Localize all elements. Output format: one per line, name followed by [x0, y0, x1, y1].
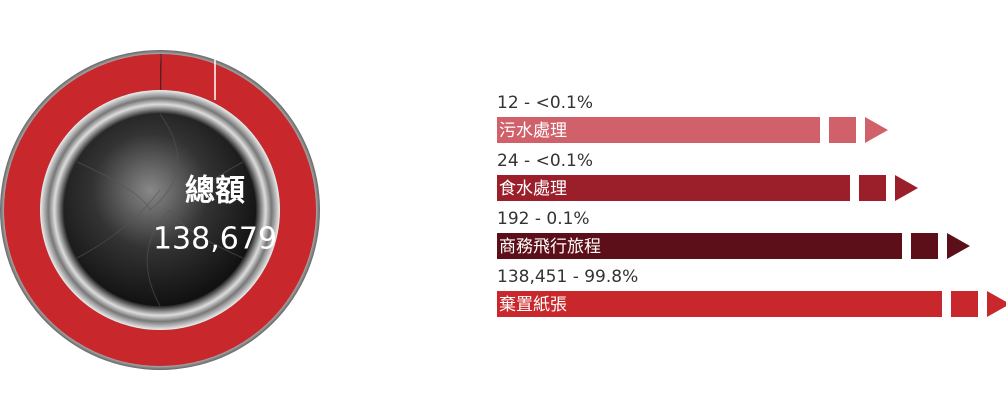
- lens: [64, 114, 256, 306]
- bar-square: [911, 233, 938, 259]
- chart: 總額 138,679 12 - <0.1%污水處理24 - <0.1%食水處理1…: [0, 0, 1006, 420]
- category-label: 棄置紙張: [499, 295, 567, 315]
- bar-arrow: [895, 175, 918, 201]
- value-label: 192 - 0.1%: [497, 209, 590, 229]
- page: 總額 138,679 12 - <0.1%污水處理24 - <0.1%食水處理1…: [0, 0, 1006, 420]
- total: 138,679: [153, 222, 277, 257]
- bar-arrow: [865, 117, 888, 143]
- bar-square: [829, 117, 856, 143]
- category-label: 污水處理: [499, 121, 567, 141]
- center-label: 總額: [185, 174, 245, 209]
- category-label: 食水處理: [499, 179, 567, 199]
- value-label: 12 - <0.1%: [497, 93, 593, 113]
- value-label: 24 - <0.1%: [497, 151, 593, 171]
- category-label: 商務飛行旅程: [499, 237, 601, 257]
- bar-arrow: [947, 233, 970, 259]
- bar-square: [859, 175, 886, 201]
- bar-arrow: [987, 291, 1006, 317]
- value-label: 138,451 - 99.8%: [497, 267, 638, 287]
- bar-square: [951, 291, 978, 317]
- legend-list: 12 - <0.1% 污水處理 24 - <0.1% 食水處理 192 - 0.1% 商務…: [497, 93, 1006, 317]
